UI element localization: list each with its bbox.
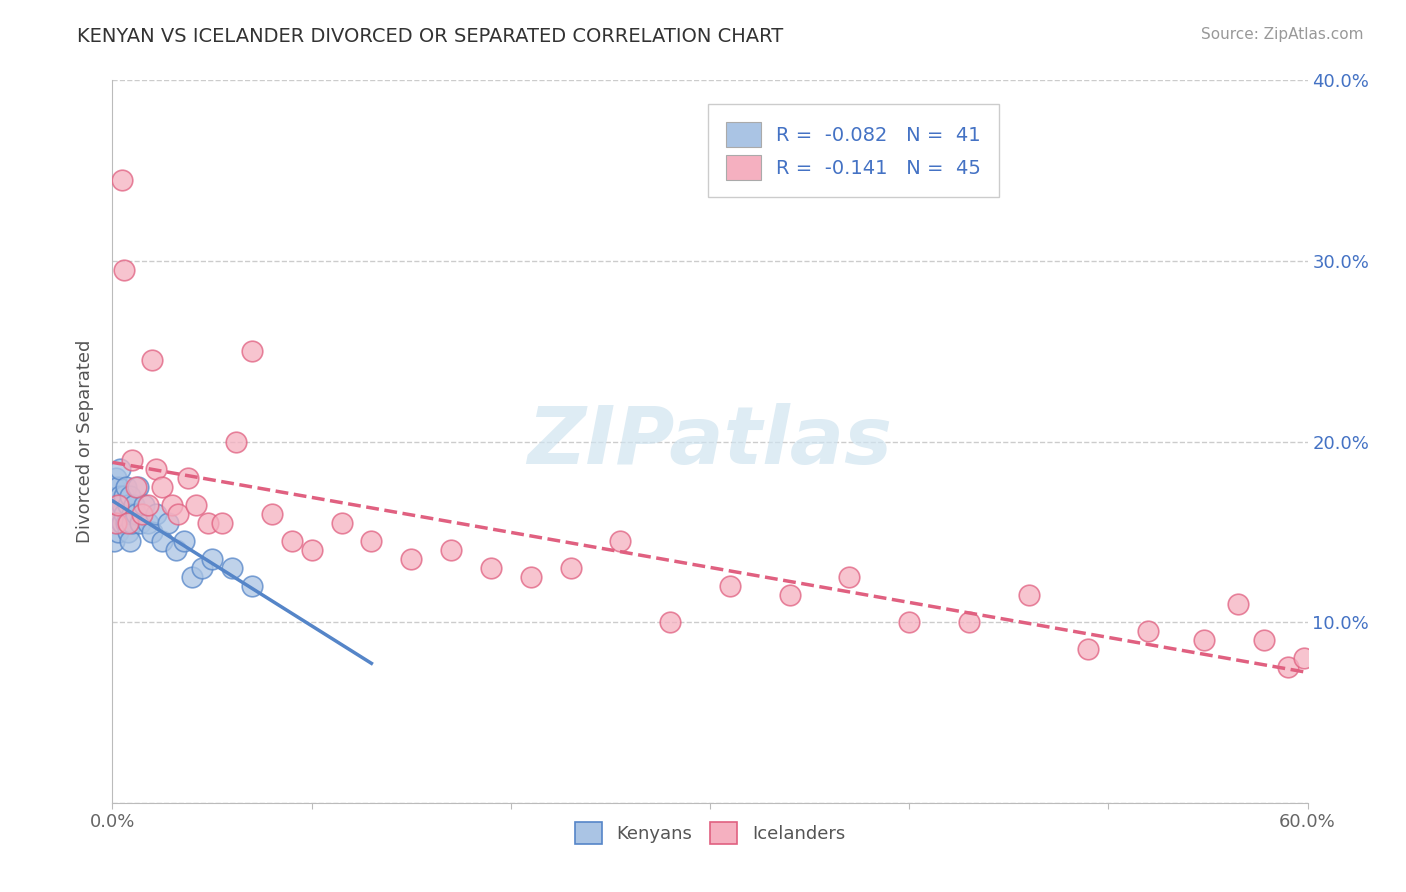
Point xyxy=(281,533,304,548)
Point xyxy=(479,561,502,575)
Point xyxy=(121,507,143,521)
Point xyxy=(157,516,180,530)
Point xyxy=(779,588,801,602)
Point xyxy=(301,542,323,557)
Point xyxy=(181,570,204,584)
Point xyxy=(120,489,142,503)
Point xyxy=(141,353,163,368)
Legend: Kenyans, Icelanders: Kenyans, Icelanders xyxy=(568,815,852,852)
Point xyxy=(191,561,214,575)
Point xyxy=(838,570,860,584)
Point xyxy=(103,480,125,494)
Point xyxy=(1277,660,1299,674)
Point xyxy=(211,516,233,530)
Point xyxy=(111,516,134,530)
Point xyxy=(659,615,682,630)
Point xyxy=(718,579,741,593)
Point xyxy=(1292,651,1315,665)
Point xyxy=(121,516,143,530)
Point xyxy=(1253,633,1275,648)
Point xyxy=(186,498,208,512)
Point xyxy=(957,615,980,630)
Point xyxy=(115,516,138,530)
Point xyxy=(162,498,183,512)
Point xyxy=(111,498,134,512)
Text: KENYAN VS ICELANDER DIVORCED OR SEPARATED CORRELATION CHART: KENYAN VS ICELANDER DIVORCED OR SEPARATE… xyxy=(77,27,783,45)
Point xyxy=(240,579,263,593)
Point xyxy=(609,533,631,548)
Point xyxy=(134,498,156,512)
Point xyxy=(173,533,195,548)
Point xyxy=(1018,588,1040,602)
Point xyxy=(103,533,125,548)
Point xyxy=(221,561,243,575)
Point xyxy=(1192,633,1215,648)
Point xyxy=(124,498,146,512)
Point xyxy=(117,524,139,539)
Point xyxy=(125,507,148,521)
Point xyxy=(110,489,132,503)
Point xyxy=(138,516,160,530)
Point xyxy=(150,533,173,548)
Point xyxy=(197,516,219,530)
Point xyxy=(105,516,128,530)
Point xyxy=(260,507,283,521)
Point xyxy=(1077,642,1099,657)
Point xyxy=(165,542,187,557)
Text: Source: ZipAtlas.com: Source: ZipAtlas.com xyxy=(1201,27,1364,42)
Point xyxy=(1226,597,1249,611)
Point xyxy=(120,533,142,548)
Point xyxy=(201,552,224,566)
Point xyxy=(114,263,135,277)
Point xyxy=(110,461,132,475)
Point xyxy=(105,516,128,530)
Point xyxy=(520,570,543,584)
Point xyxy=(131,507,153,521)
Point xyxy=(111,516,134,530)
Point xyxy=(125,480,148,494)
Point xyxy=(360,533,382,548)
Point xyxy=(129,516,152,530)
Point xyxy=(114,507,135,521)
Y-axis label: Divorced or Separated: Divorced or Separated xyxy=(76,340,94,543)
Point xyxy=(167,507,190,521)
Point xyxy=(141,524,163,539)
Point xyxy=(107,498,129,512)
Point xyxy=(127,480,149,494)
Point xyxy=(107,524,129,539)
Point xyxy=(145,461,167,475)
Point xyxy=(1137,624,1160,639)
Point xyxy=(107,480,129,494)
Point xyxy=(177,471,200,485)
Point xyxy=(440,542,463,557)
Point xyxy=(150,480,173,494)
Point xyxy=(105,498,128,512)
Point xyxy=(240,344,263,359)
Point xyxy=(117,516,139,530)
Point xyxy=(225,434,247,449)
Point xyxy=(111,172,134,186)
Point xyxy=(560,561,582,575)
Point xyxy=(105,471,128,485)
Point xyxy=(110,507,132,521)
Point xyxy=(330,516,353,530)
Text: ZIPatlas: ZIPatlas xyxy=(527,402,893,481)
Point xyxy=(138,498,160,512)
Point xyxy=(121,452,143,467)
Point xyxy=(114,489,135,503)
Point xyxy=(115,480,138,494)
Point xyxy=(898,615,921,630)
Point xyxy=(107,498,129,512)
Point xyxy=(117,498,139,512)
Point xyxy=(401,552,423,566)
Point xyxy=(145,507,167,521)
